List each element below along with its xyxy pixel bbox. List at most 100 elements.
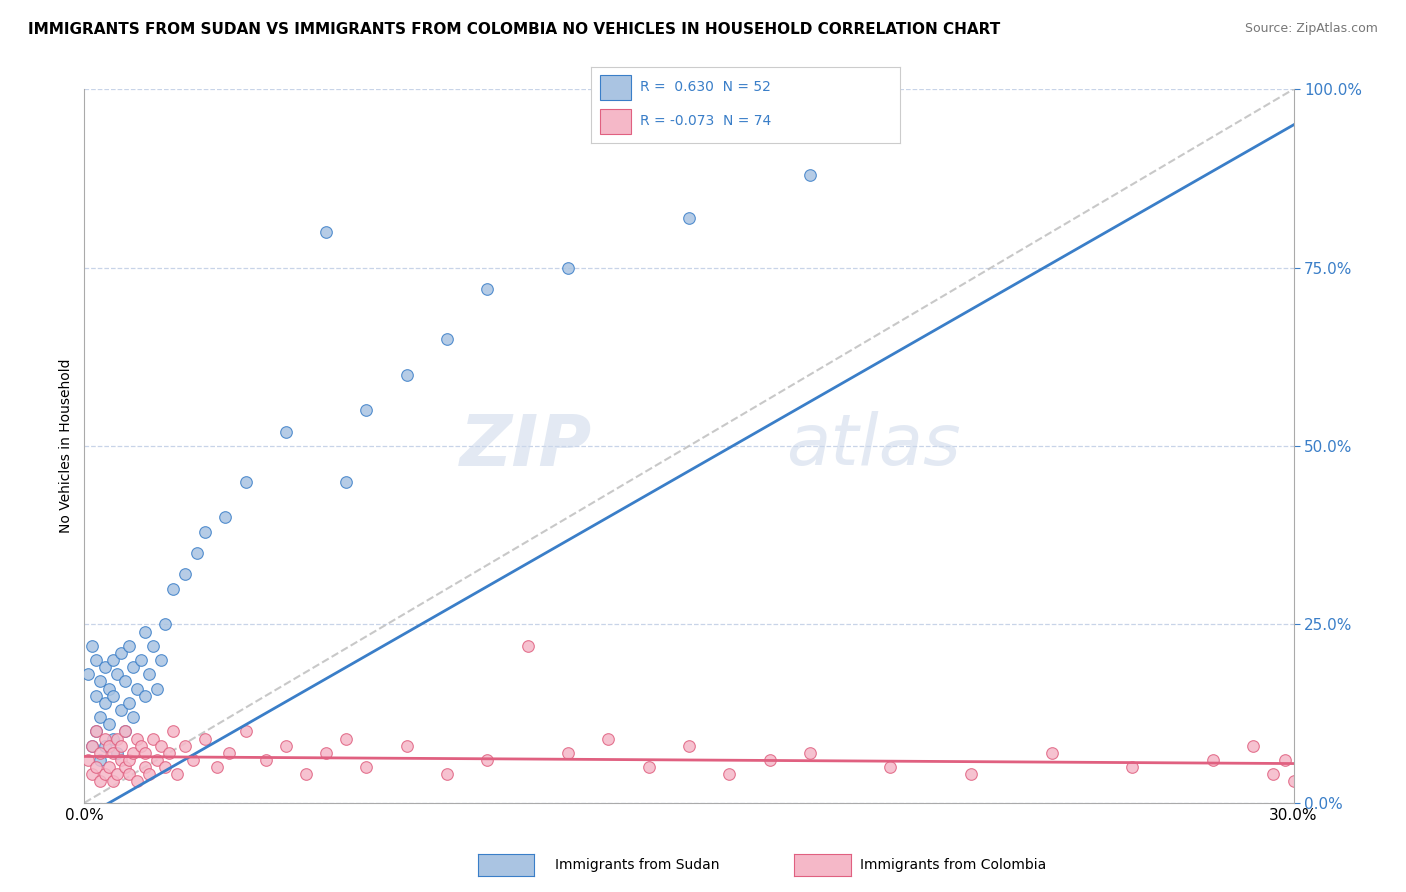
Point xyxy=(1263,767,1285,781)
Point xyxy=(129,653,152,667)
Point xyxy=(436,767,458,781)
Point xyxy=(125,681,148,696)
Point xyxy=(157,746,180,760)
Point xyxy=(758,753,780,767)
Point xyxy=(86,724,108,739)
Point xyxy=(194,731,217,746)
Point xyxy=(557,746,579,760)
Point xyxy=(118,639,141,653)
Point xyxy=(77,667,100,681)
Point xyxy=(97,717,120,731)
Point xyxy=(86,653,108,667)
Point xyxy=(960,767,983,781)
Point xyxy=(105,767,128,781)
Point xyxy=(121,746,143,760)
Point xyxy=(678,211,700,225)
Point xyxy=(1362,753,1385,767)
Point xyxy=(1282,774,1305,789)
Point xyxy=(162,582,184,596)
Point xyxy=(1323,774,1346,789)
Point xyxy=(153,617,176,632)
Point xyxy=(356,760,378,774)
Point xyxy=(235,475,257,489)
Point xyxy=(1040,746,1063,760)
Point xyxy=(110,753,132,767)
Point xyxy=(77,753,100,767)
Point xyxy=(82,767,104,781)
Point xyxy=(1121,760,1143,774)
Point xyxy=(101,689,124,703)
Point xyxy=(82,739,104,753)
Point xyxy=(101,774,124,789)
Point xyxy=(89,746,111,760)
Point xyxy=(118,696,141,710)
Point xyxy=(1241,739,1264,753)
Point xyxy=(114,760,136,774)
Point xyxy=(162,724,184,739)
Point xyxy=(110,703,132,717)
Point xyxy=(879,760,901,774)
Point xyxy=(134,760,156,774)
Point xyxy=(121,710,143,724)
Point xyxy=(89,753,111,767)
Point xyxy=(274,425,297,439)
Point xyxy=(101,653,124,667)
Point xyxy=(97,739,120,753)
Point xyxy=(678,739,700,753)
Point xyxy=(101,746,124,760)
Point xyxy=(356,403,378,417)
Point xyxy=(557,260,579,275)
Point xyxy=(86,689,108,703)
Point xyxy=(395,368,418,382)
Text: R = -0.073  N = 74: R = -0.073 N = 74 xyxy=(640,114,772,128)
Point xyxy=(93,696,115,710)
Point xyxy=(114,674,136,689)
Point xyxy=(274,739,297,753)
Point xyxy=(1403,774,1406,789)
Point xyxy=(315,746,337,760)
Point xyxy=(82,639,104,653)
Point xyxy=(129,739,152,753)
Point xyxy=(149,739,172,753)
Point xyxy=(142,639,165,653)
Point xyxy=(134,689,156,703)
Text: Immigrants from Colombia: Immigrants from Colombia xyxy=(860,858,1046,872)
Point xyxy=(134,624,156,639)
Point xyxy=(105,746,128,760)
Point xyxy=(110,646,132,660)
Point xyxy=(142,731,165,746)
Point xyxy=(138,767,160,781)
Point xyxy=(395,739,418,753)
Point xyxy=(295,767,318,781)
Point xyxy=(97,760,120,774)
Point xyxy=(1291,760,1313,774)
Point xyxy=(235,724,257,739)
Point xyxy=(799,168,821,182)
Point xyxy=(110,739,132,753)
Point xyxy=(194,524,217,539)
Point xyxy=(598,731,620,746)
Point xyxy=(93,767,115,781)
Point xyxy=(86,760,108,774)
Point xyxy=(436,332,458,346)
Point xyxy=(118,767,141,781)
Point xyxy=(105,667,128,681)
Point xyxy=(97,681,120,696)
Point xyxy=(218,746,240,760)
Point xyxy=(118,753,141,767)
Point xyxy=(89,710,111,724)
Point xyxy=(637,760,659,774)
Point xyxy=(93,739,115,753)
Point xyxy=(114,724,136,739)
Point xyxy=(1384,767,1406,781)
Point xyxy=(207,760,229,774)
Point xyxy=(89,774,111,789)
Point xyxy=(516,639,538,653)
Point xyxy=(174,739,197,753)
Point xyxy=(89,674,111,689)
Point xyxy=(1202,753,1225,767)
Point xyxy=(1302,746,1324,760)
Text: IMMIGRANTS FROM SUDAN VS IMMIGRANTS FROM COLOMBIA NO VEHICLES IN HOUSEHOLD CORRE: IMMIGRANTS FROM SUDAN VS IMMIGRANTS FROM… xyxy=(28,22,1001,37)
Point xyxy=(146,753,169,767)
Point xyxy=(477,753,499,767)
